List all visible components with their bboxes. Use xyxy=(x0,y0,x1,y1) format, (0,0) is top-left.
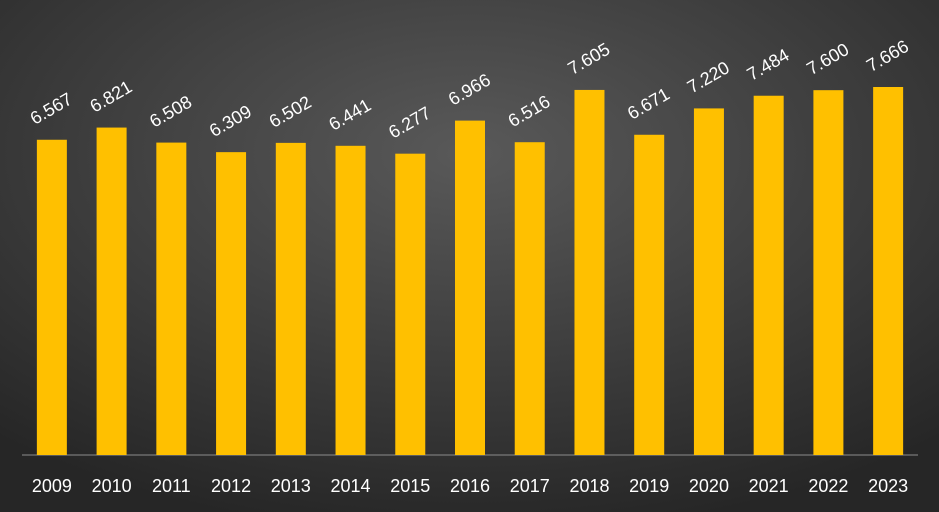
bar xyxy=(395,153,426,455)
bar xyxy=(36,139,67,455)
bar xyxy=(753,95,784,456)
bar xyxy=(275,142,306,455)
bar xyxy=(216,152,247,455)
bar xyxy=(514,142,545,455)
x-tick-label: 2015 xyxy=(390,476,430,496)
x-tick-label: 2012 xyxy=(211,476,251,496)
x-tick-label: 2010 xyxy=(92,476,132,496)
bar xyxy=(96,127,127,455)
x-tick-label: 2016 xyxy=(450,476,490,496)
bar xyxy=(813,90,844,455)
bar xyxy=(873,87,904,455)
x-tick-label: 2022 xyxy=(808,476,848,496)
x-tick-label: 2011 xyxy=(152,476,191,496)
bar xyxy=(634,134,665,455)
bar xyxy=(574,89,605,455)
x-tick-label: 2014 xyxy=(331,476,371,496)
x-tick-label: 2018 xyxy=(569,476,609,496)
x-tick-label: 2019 xyxy=(629,476,669,496)
bar xyxy=(455,120,485,456)
x-tick-label: 2017 xyxy=(510,476,550,496)
bar xyxy=(693,108,724,456)
bar xyxy=(156,142,187,455)
x-tick-label: 2020 xyxy=(689,476,729,496)
x-tick-label: 2023 xyxy=(868,476,908,496)
x-tick-label: 2021 xyxy=(749,476,789,496)
x-tick-label: 2013 xyxy=(271,476,311,496)
x-tick-label: 2009 xyxy=(32,476,72,496)
bar xyxy=(335,145,366,455)
